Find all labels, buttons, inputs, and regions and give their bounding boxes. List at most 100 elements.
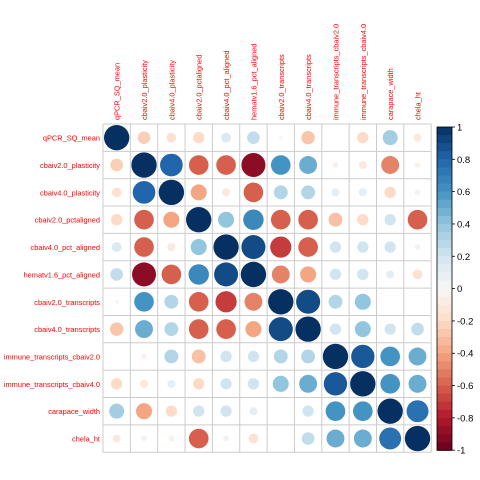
corr-circle-9-6 [272, 375, 289, 392]
colorbar-segment [437, 329, 452, 338]
corr-circle-4-5 [241, 235, 266, 260]
colorbar-segment [437, 199, 452, 209]
column-label-1: cbaiv2.0_plasticity [140, 60, 149, 120]
corr-circle-0-6 [278, 135, 283, 140]
colorbar-tick-label: 0.4 [457, 219, 470, 230]
corr-circle-4-9 [357, 241, 369, 253]
corr-circle-3-8 [328, 212, 343, 227]
corr-circle-11-0 [112, 434, 121, 443]
corr-circle-3-6 [270, 209, 291, 230]
corr-circle-4-10 [384, 241, 396, 253]
corr-circle-9-1 [140, 379, 149, 388]
corr-circle-5-8 [329, 268, 342, 281]
corr-circle-3-4 [218, 211, 235, 228]
corr-circle-2-8 [331, 188, 340, 197]
corr-circle-11-10 [379, 427, 402, 450]
row-label-4: cbaiv4.0_pct_aligned [31, 243, 100, 252]
column-label-3: cbaiv2.0_pctaligned [195, 55, 204, 120]
corr-circle-10-0 [109, 403, 125, 419]
corr-circle-4-1 [134, 237, 154, 257]
corr-circle-2-10 [384, 186, 396, 199]
colorbar-segment [437, 167, 452, 177]
corr-circle-10-4 [220, 405, 232, 417]
corr-circle-2-7 [301, 185, 316, 200]
corr-circle-5-0 [110, 268, 124, 281]
corr-circle-6-1 [134, 291, 154, 312]
corr-circle-5-11 [412, 269, 423, 280]
corr-circle-9-4 [220, 378, 232, 390]
row-label-1: cbaiv2.0_plasticity [40, 161, 100, 170]
colorbar-segment [437, 337, 452, 346]
corr-circle-6-3 [188, 291, 209, 312]
corr-circle-6-7 [296, 289, 321, 314]
corr-circle-4-11 [414, 244, 421, 250]
corr-circle-2-4 [222, 188, 231, 197]
corr-circle-5-1 [132, 262, 157, 287]
corr-circle-2-1 [132, 181, 156, 204]
colorbar-segment [437, 127, 452, 136]
column-label-9: immune_transcripts_cbaiv4.0 [359, 24, 368, 120]
corr-circle-9-5 [247, 378, 260, 390]
corr-circle-5-4 [214, 262, 239, 287]
corr-circle-6-9 [354, 293, 371, 310]
colorbar-segment [437, 304, 452, 314]
corr-circle-6-8 [328, 294, 343, 309]
corr-circle-5-3 [188, 264, 209, 285]
corr-circle-1-7 [299, 156, 318, 174]
colorbar-segment [437, 159, 452, 168]
corr-circle-2-3 [190, 184, 207, 201]
corr-circle-5-2 [161, 264, 182, 285]
colorbar-tick-label: 0.6 [457, 187, 470, 198]
corr-circle-9-3 [193, 378, 205, 390]
grid [102, 123, 432, 453]
colorbar-segment [437, 175, 452, 185]
corr-circle-7-6 [268, 317, 293, 342]
corr-circle-7-9 [354, 321, 371, 338]
corr-circle-8-6 [273, 349, 288, 364]
corr-circle-1-2 [160, 153, 183, 177]
corr-circle-8-1 [141, 353, 147, 360]
corr-circle-4-8 [329, 241, 342, 253]
column-label-4: cbaiv4.0_pct_aligned [222, 51, 231, 120]
corr-circle-10-1 [136, 403, 153, 420]
colorbar-segment [437, 248, 452, 257]
corr-circle-10-8 [325, 401, 346, 421]
corr-circle-4-4 [213, 234, 239, 260]
colorbar-segment [437, 288, 452, 298]
corr-circle-10-7 [302, 405, 314, 417]
corr-circle-1-6 [270, 155, 291, 175]
corr-circle-3-10 [384, 214, 396, 226]
colorbar-tick-label: -1 [457, 446, 465, 457]
corr-circle-3-7 [298, 209, 318, 230]
corr-circle-11-9 [353, 429, 372, 448]
corr-circle-0-0 [104, 125, 130, 151]
corr-circle-1-9 [358, 161, 367, 170]
row-label-8: immune_transcripts_cbaiv2.0 [4, 352, 100, 361]
corr-circle-6-0 [114, 299, 119, 304]
colorbar-segment [437, 401, 452, 411]
column-label-0: qPCR_SQ_mean [113, 63, 122, 120]
corr-circle-10-11 [406, 400, 429, 423]
corr-circle-0-5 [247, 131, 260, 145]
row-label-11: chela_ht [72, 435, 100, 444]
corr-circle-9-11 [408, 374, 427, 393]
colorbar-segment [437, 377, 452, 387]
corr-circle-9-9 [350, 371, 376, 397]
colorbar-tick-label: 0.2 [457, 252, 470, 263]
colorbar-segment [437, 345, 452, 354]
colorbar-segment [437, 232, 452, 241]
corr-circle-4-2 [167, 243, 176, 252]
corr-circle-6-2 [164, 294, 179, 309]
corr-circle-7-7 [295, 316, 321, 342]
corr-circle-7-3 [188, 319, 209, 339]
corr-circle-2-11 [414, 189, 421, 196]
colorbar-segment [437, 215, 452, 225]
column-label-10: carapace_width [386, 68, 395, 120]
corr-circle-7-10 [384, 323, 396, 335]
row-label-0: qPCR_SQ_mean [43, 134, 100, 143]
column-label-2: cbaiv4.0_plasticity [167, 60, 176, 120]
colorbar-segment [437, 191, 452, 201]
corr-circle-1-1 [131, 152, 157, 178]
row-label-9: immune_transcripts_cbaiv4.0 [4, 380, 100, 389]
corr-circle-4-0 [111, 242, 122, 252]
